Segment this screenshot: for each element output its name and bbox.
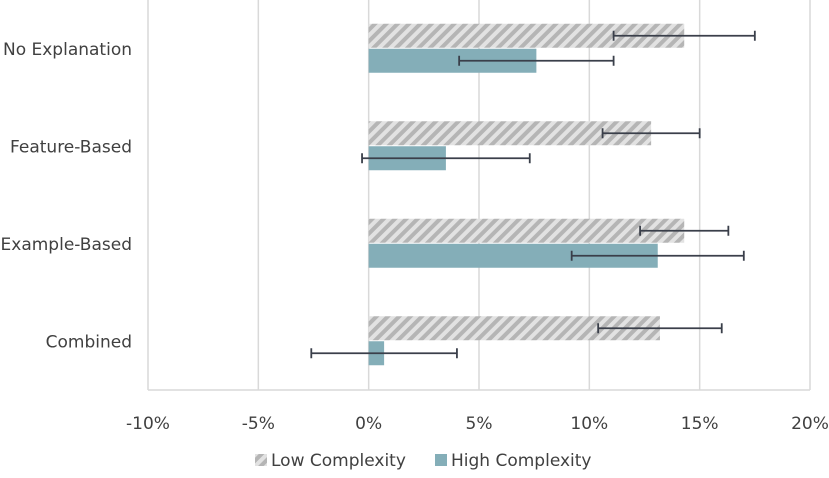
tick-label: 10% xyxy=(570,414,608,434)
tick-label: 20% xyxy=(791,414,829,434)
legend: Low Complexity High Complexity xyxy=(255,451,592,471)
bars xyxy=(368,23,685,366)
tick-label: 5% xyxy=(466,414,493,434)
error-bar xyxy=(612,30,756,41)
error-bar xyxy=(458,55,615,66)
category-label: Example-Based xyxy=(1,235,132,255)
legend-label: Low Complexity xyxy=(271,451,406,471)
tick-label: 15% xyxy=(681,414,719,434)
error-bar xyxy=(570,250,745,261)
error-bar xyxy=(601,128,701,139)
tick-label: -10% xyxy=(126,414,170,434)
tick-label: -5% xyxy=(242,414,275,434)
category-labels: No Explanation Feature-Based Example-Based… xyxy=(1,40,132,353)
bar-low-complexity xyxy=(368,218,685,243)
error-bar xyxy=(310,348,458,359)
legend-label: High Complexity xyxy=(451,451,592,471)
tick-labels: -10% -5% 0% 5% 10% 15% 20% xyxy=(126,414,829,434)
category-label: Combined xyxy=(46,332,132,352)
error-bar xyxy=(361,153,531,164)
error-bars xyxy=(310,30,756,359)
error-bar xyxy=(639,225,730,236)
legend-swatch xyxy=(255,454,267,466)
tick-label: 0% xyxy=(355,414,382,434)
legend-swatch xyxy=(435,454,447,466)
error-bar xyxy=(597,323,723,334)
category-label: Feature-Based xyxy=(10,137,132,157)
category-label: No Explanation xyxy=(3,40,132,60)
